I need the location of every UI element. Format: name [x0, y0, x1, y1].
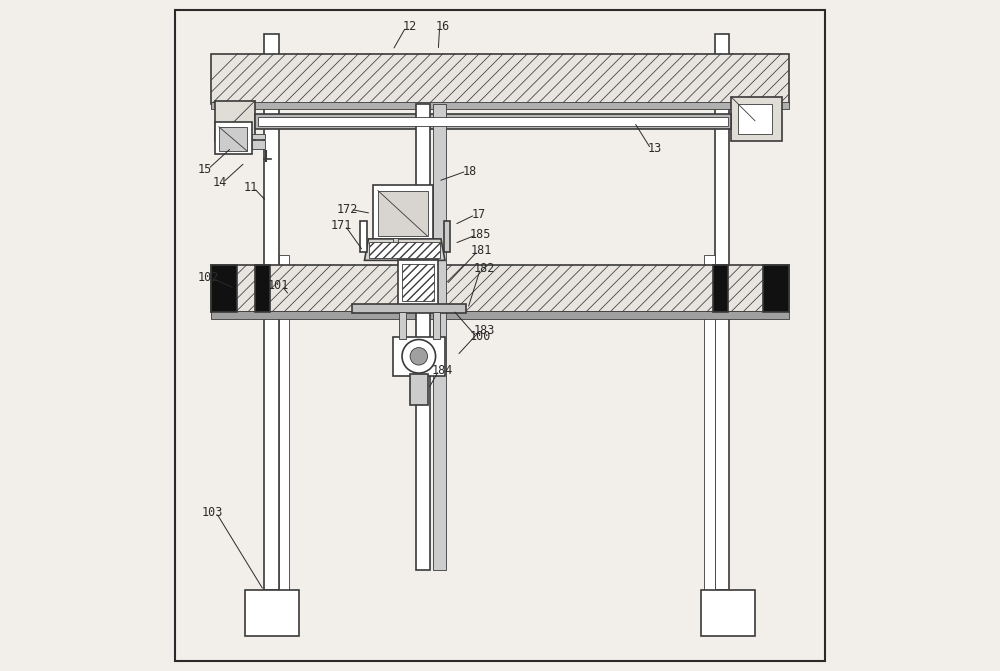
- Text: 16: 16: [436, 20, 450, 34]
- Text: 172: 172: [336, 203, 358, 216]
- Bar: [410, 374, 428, 405]
- Bar: [738, 104, 772, 134]
- Circle shape: [410, 348, 428, 365]
- Text: 185: 185: [469, 228, 491, 242]
- Bar: [215, 101, 255, 141]
- Bar: [211, 265, 789, 312]
- Bar: [279, 255, 289, 590]
- Bar: [258, 117, 728, 126]
- Bar: [219, 127, 247, 151]
- Text: 100: 100: [469, 330, 491, 344]
- Text: 12: 12: [402, 20, 417, 34]
- Text: 101: 101: [268, 279, 289, 293]
- Circle shape: [402, 340, 436, 373]
- Text: 15: 15: [198, 162, 212, 176]
- Bar: [252, 140, 265, 149]
- Bar: [211, 54, 789, 104]
- Bar: [393, 238, 398, 245]
- Text: 18: 18: [463, 164, 477, 178]
- Bar: [211, 265, 237, 312]
- Bar: [211, 311, 789, 319]
- Bar: [369, 242, 440, 258]
- Bar: [416, 104, 430, 570]
- Bar: [215, 122, 252, 154]
- Text: 103: 103: [202, 506, 223, 519]
- Bar: [393, 337, 445, 376]
- Bar: [715, 34, 729, 590]
- Bar: [701, 590, 755, 636]
- Bar: [378, 191, 428, 236]
- Bar: [444, 221, 450, 252]
- Bar: [245, 590, 299, 636]
- Text: 181: 181: [471, 244, 492, 258]
- Bar: [352, 304, 466, 313]
- Bar: [402, 264, 434, 301]
- Text: 183: 183: [473, 323, 495, 337]
- Bar: [252, 134, 265, 139]
- Bar: [433, 104, 446, 570]
- Text: 171: 171: [331, 219, 352, 232]
- Bar: [255, 114, 731, 129]
- Bar: [264, 34, 279, 590]
- Bar: [211, 102, 789, 109]
- Text: 13: 13: [647, 142, 661, 156]
- Text: 17: 17: [471, 208, 486, 221]
- Text: 11: 11: [243, 181, 258, 195]
- Bar: [433, 312, 440, 339]
- Bar: [763, 265, 789, 312]
- Bar: [731, 97, 782, 141]
- Text: 14: 14: [212, 176, 227, 189]
- Bar: [398, 260, 438, 305]
- Bar: [373, 185, 433, 242]
- Bar: [360, 221, 367, 252]
- Text: 102: 102: [197, 271, 219, 285]
- Bar: [713, 265, 728, 312]
- Text: 184: 184: [432, 364, 453, 377]
- Bar: [255, 265, 270, 312]
- Bar: [704, 255, 715, 590]
- Polygon shape: [364, 239, 445, 260]
- Text: 182: 182: [473, 262, 495, 275]
- Bar: [399, 312, 406, 339]
